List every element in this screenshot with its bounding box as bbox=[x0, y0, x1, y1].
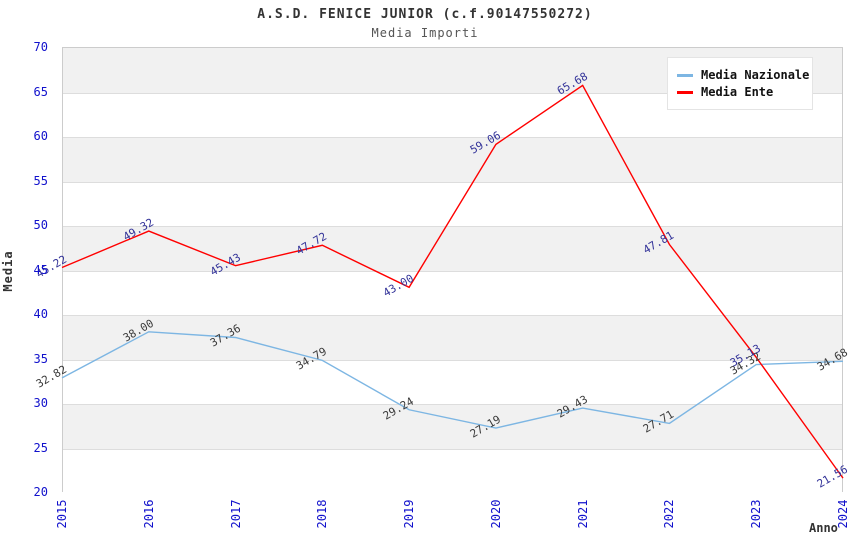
legend-item-media-nazionale: Media Nazionale bbox=[677, 68, 809, 82]
legend-label-media-ente: Media Ente bbox=[701, 85, 774, 99]
legend: Media Nazionale Media Ente bbox=[667, 57, 813, 110]
y-tick-label: 50 bbox=[33, 218, 48, 232]
chart-subtitle: Media Importi bbox=[371, 26, 479, 40]
x-tick-label: 2015 bbox=[55, 499, 69, 529]
gridline bbox=[63, 315, 842, 316]
x-tick-label: 2017 bbox=[228, 499, 243, 529]
y-tick-label: 65 bbox=[33, 84, 48, 99]
x-tick-label: 2016 bbox=[141, 499, 156, 529]
y-tick-label: 70 bbox=[33, 40, 48, 54]
y-tick-label: 60 bbox=[33, 129, 48, 143]
x-tick-label: 2023 bbox=[749, 499, 764, 529]
y-tick-label: 30 bbox=[33, 396, 48, 410]
y-tick-label: 40 bbox=[33, 307, 48, 321]
gridline bbox=[63, 270, 842, 272]
y-tick-label: 25 bbox=[33, 440, 48, 455]
gridline bbox=[63, 181, 842, 183]
plot-band bbox=[63, 137, 842, 182]
y-tick-label: 55 bbox=[33, 173, 48, 188]
x-tick-label: 2021 bbox=[575, 499, 590, 529]
legend-item-media-ente: Media Ente bbox=[677, 85, 803, 99]
plot-band bbox=[63, 270, 842, 315]
gridline bbox=[63, 359, 842, 361]
plot-band bbox=[63, 181, 842, 226]
legend-swatch-media-nazionale-icon bbox=[677, 73, 693, 77]
y-tick-label: 45 bbox=[33, 262, 48, 277]
legend-label-media-nazionale: Media Nazionale bbox=[701, 68, 810, 82]
chart-title: A.S.D. FENICE JUNIOR (c.f.90147550272) bbox=[257, 7, 593, 22]
x-tick-label: 2019 bbox=[402, 499, 417, 529]
x-axis-title: Anno bbox=[809, 521, 838, 535]
x-tick-label: 2024 bbox=[836, 499, 850, 529]
x-tick-label: 2020 bbox=[488, 499, 503, 529]
gridline bbox=[63, 404, 842, 405]
plot-band bbox=[63, 226, 842, 271]
gridline bbox=[63, 137, 842, 138]
y-tick-label: 35 bbox=[33, 351, 48, 366]
x-tick-label: 2018 bbox=[315, 499, 330, 529]
plot-area bbox=[62, 47, 843, 493]
plot-band bbox=[63, 404, 842, 449]
legend-swatch-media-ente-icon bbox=[677, 90, 693, 94]
gridline bbox=[63, 448, 842, 450]
plot-band bbox=[63, 448, 842, 493]
plot-band bbox=[63, 359, 842, 404]
gridline bbox=[63, 226, 842, 227]
x-tick-label: 2022 bbox=[662, 499, 677, 529]
y-tick-label: 20 bbox=[33, 485, 48, 499]
plot-band bbox=[63, 315, 842, 360]
